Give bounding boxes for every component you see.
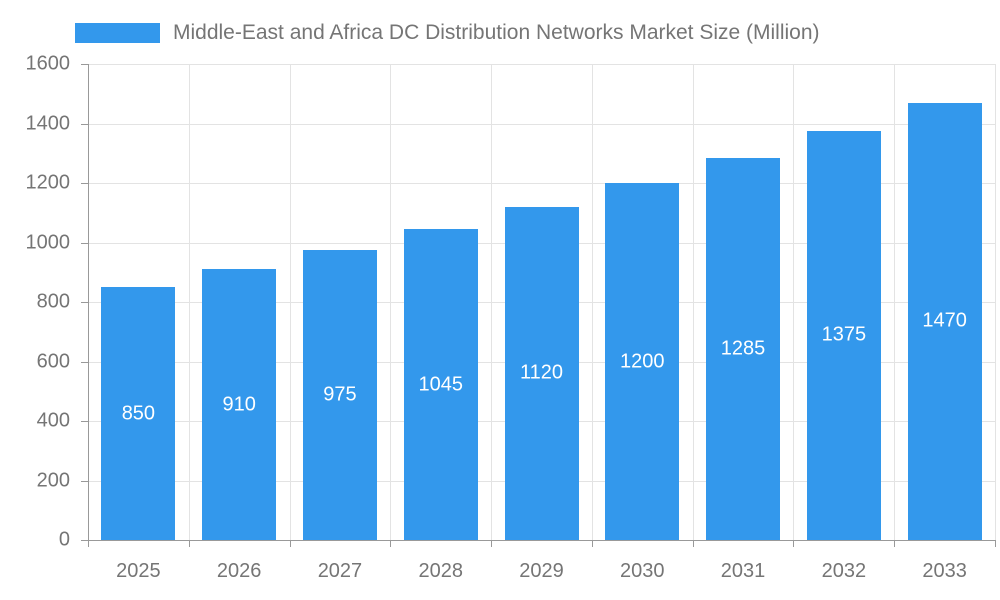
x-axis-line — [88, 540, 996, 541]
x-axis-tick — [491, 540, 493, 547]
bar — [202, 269, 277, 540]
bar-value-label: 975 — [323, 383, 357, 406]
gridline-vertical — [692, 64, 694, 540]
gridline-vertical — [289, 64, 291, 540]
plot-area: 850 910 975 1045 1120 1200 1285 1375 1470 — [88, 64, 996, 540]
bar-value-label: 1470 — [922, 309, 967, 332]
y-axis-tick-label: 1400 — [25, 112, 71, 134]
x-axis-tick — [793, 540, 795, 547]
bar — [302, 249, 377, 540]
legend: Middle-East and Africa DC Distribution N… — [75, 21, 820, 45]
bar-value-label: 1045 — [418, 373, 463, 396]
gridline-vertical — [894, 64, 896, 540]
y-axis-tick-label: 1000 — [25, 231, 71, 253]
y-axis-tick — [81, 540, 88, 541]
gridline-horizontal — [88, 123, 995, 125]
x-axis-tick — [289, 540, 291, 547]
bar — [907, 102, 982, 540]
y-axis-tick-label: 400 — [36, 409, 70, 432]
x-axis-tick-label: 2026 — [216, 560, 262, 582]
x-axis-tick — [88, 540, 89, 547]
gridline-vertical — [591, 64, 593, 540]
gridline-vertical — [390, 64, 392, 540]
y-axis-line — [88, 64, 89, 540]
bar-value-label: 1285 — [720, 337, 766, 360]
chart-title: Middle-East and Africa DC Distribution N… — [173, 21, 820, 44]
y-axis-tick-label: 0 — [58, 528, 70, 551]
y-axis-tick-label: 1600 — [25, 52, 71, 75]
bar — [403, 229, 478, 540]
x-axis-tick — [188, 540, 190, 547]
y-axis-tick — [81, 64, 88, 65]
x-axis-tick-label: 2028 — [418, 560, 463, 582]
gridline-horizontal — [88, 183, 995, 184]
x-axis-tick-label: 2029 — [519, 560, 564, 582]
x-axis-tick — [692, 540, 694, 547]
x-axis-tick-label: 2030 — [620, 560, 665, 582]
legend-swatch — [75, 23, 160, 43]
gridline-vertical — [491, 64, 493, 540]
bar-value-label: 1375 — [821, 323, 867, 346]
gridline-vertical — [188, 64, 190, 540]
bar-value-label: 850 — [121, 402, 156, 425]
bar — [504, 206, 579, 540]
x-axis-tick-label: 2033 — [922, 560, 967, 582]
y-axis-tick — [81, 242, 88, 244]
gridline-horizontal — [88, 64, 995, 65]
y-axis-tick — [81, 183, 88, 184]
y-axis-tick-label: 600 — [36, 350, 70, 372]
y-axis-tick — [81, 123, 88, 125]
bar — [101, 287, 176, 540]
y-axis-tick — [81, 361, 88, 363]
bar — [806, 130, 881, 540]
x-axis-tick-label: 2025 — [116, 560, 161, 582]
x-axis-tick — [390, 540, 392, 547]
y-axis-tick-label: 1200 — [25, 171, 71, 194]
bar-value-label: 910 — [222, 393, 256, 416]
y-axis-tick — [81, 480, 88, 482]
y-axis-tick — [81, 302, 88, 303]
x-axis-tick — [995, 540, 996, 547]
gridline-vertical — [793, 64, 795, 540]
bar-value-label: 1200 — [620, 350, 665, 372]
x-axis-tick-label: 2027 — [317, 560, 363, 582]
bar — [706, 157, 781, 540]
x-axis-tick-label: 2031 — [720, 560, 766, 582]
bar-value-label: 1120 — [519, 361, 564, 384]
y-axis-tick-label: 800 — [36, 290, 70, 313]
gridline-vertical — [995, 64, 996, 540]
x-axis-tick-label: 2032 — [821, 560, 867, 582]
x-axis-tick — [591, 540, 593, 547]
y-axis-tick-label: 200 — [36, 469, 70, 491]
x-axis-tick — [894, 540, 896, 547]
y-axis-tick — [81, 421, 88, 422]
bar — [605, 183, 680, 540]
